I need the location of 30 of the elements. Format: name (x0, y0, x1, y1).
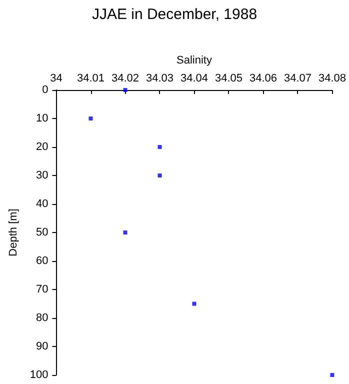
y-tick-label: 0 (42, 84, 48, 96)
y-tick-label: 10 (36, 112, 48, 124)
point (88, 116, 93, 120)
y-tick-label: 100 (30, 369, 48, 381)
x-tick-label: 34.01 (76, 72, 105, 84)
y-tick-label: 70 (36, 284, 48, 296)
x-tick-label: 34.03 (146, 72, 174, 84)
x-tick-label: 34.06 (249, 72, 278, 84)
text: 34 (50, 72, 62, 84)
x-tick-label: 34.08 (318, 72, 346, 84)
y-tick-label: 30 (36, 170, 48, 182)
y-tick-label: 80 (36, 312, 48, 324)
y-tick-label: 90 (36, 340, 48, 352)
point (123, 230, 128, 234)
x-tick-label: 34.04 (180, 72, 208, 84)
point (192, 302, 196, 306)
y-axis-title: Depth [m] (8, 208, 20, 256)
y-tick-label: 40 (36, 198, 48, 210)
x-tick-label: 34.02 (111, 72, 140, 84)
point (330, 373, 334, 377)
point (158, 145, 162, 149)
point (123, 88, 128, 92)
y-tick-label: 50 (36, 226, 48, 238)
point (158, 174, 162, 178)
y-tick-label: 60 (36, 255, 48, 267)
x-tick-label: 34.05 (214, 72, 243, 84)
chart-title: JJAE in December, 1988 (92, 6, 258, 23)
y-tick-label: 20 (36, 141, 48, 153)
x-axis-title: Salinity (176, 54, 212, 66)
x-tick-label: 34.07 (284, 72, 312, 84)
